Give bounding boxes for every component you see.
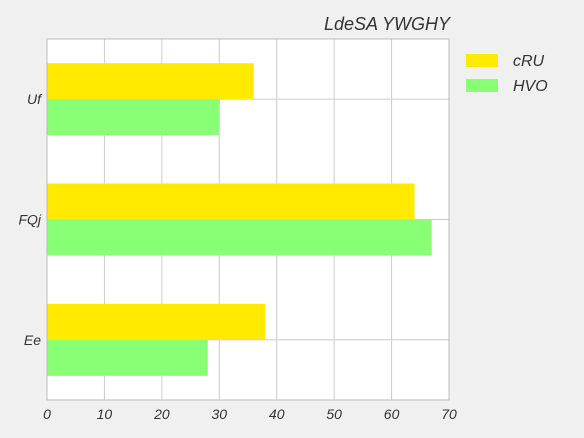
bar-HVO-FQj bbox=[47, 219, 432, 256]
bar-cRU-Ee bbox=[47, 303, 266, 340]
x-tick-label: 30 bbox=[211, 406, 227, 422]
y-tick-label: Ee bbox=[24, 332, 41, 348]
y-tick-label: FQj bbox=[18, 212, 41, 228]
bar-HVO-Ee bbox=[47, 339, 208, 376]
legend-label: cRU bbox=[513, 53, 545, 70]
chart-title: LdeSA YWGHY bbox=[324, 14, 452, 34]
y-tick-label: Uf bbox=[27, 91, 43, 107]
x-tick-label: 50 bbox=[326, 406, 342, 422]
bar-cRU-Uf bbox=[47, 63, 254, 100]
x-tick-label: 70 bbox=[441, 406, 457, 422]
plot-area: Uf FQj Ee 0 10 20 30 40 50 60 70 bbox=[18, 38, 457, 422]
x-tick-label: 0 bbox=[43, 406, 51, 422]
x-tick-label: 20 bbox=[153, 406, 170, 422]
bar-cRU-FQj bbox=[47, 183, 415, 220]
bar-HVO-Uf bbox=[47, 99, 220, 136]
plot-border bbox=[46, 38, 450, 401]
x-tick-label: 10 bbox=[97, 406, 113, 422]
legend-label: HVO bbox=[513, 78, 548, 95]
legend-swatch-cRU bbox=[466, 54, 498, 67]
x-tick-label: 40 bbox=[269, 406, 285, 422]
legend-swatch-HVO bbox=[466, 79, 498, 92]
legend: cRU HVO bbox=[466, 53, 548, 95]
x-tick-label: 60 bbox=[384, 406, 400, 422]
